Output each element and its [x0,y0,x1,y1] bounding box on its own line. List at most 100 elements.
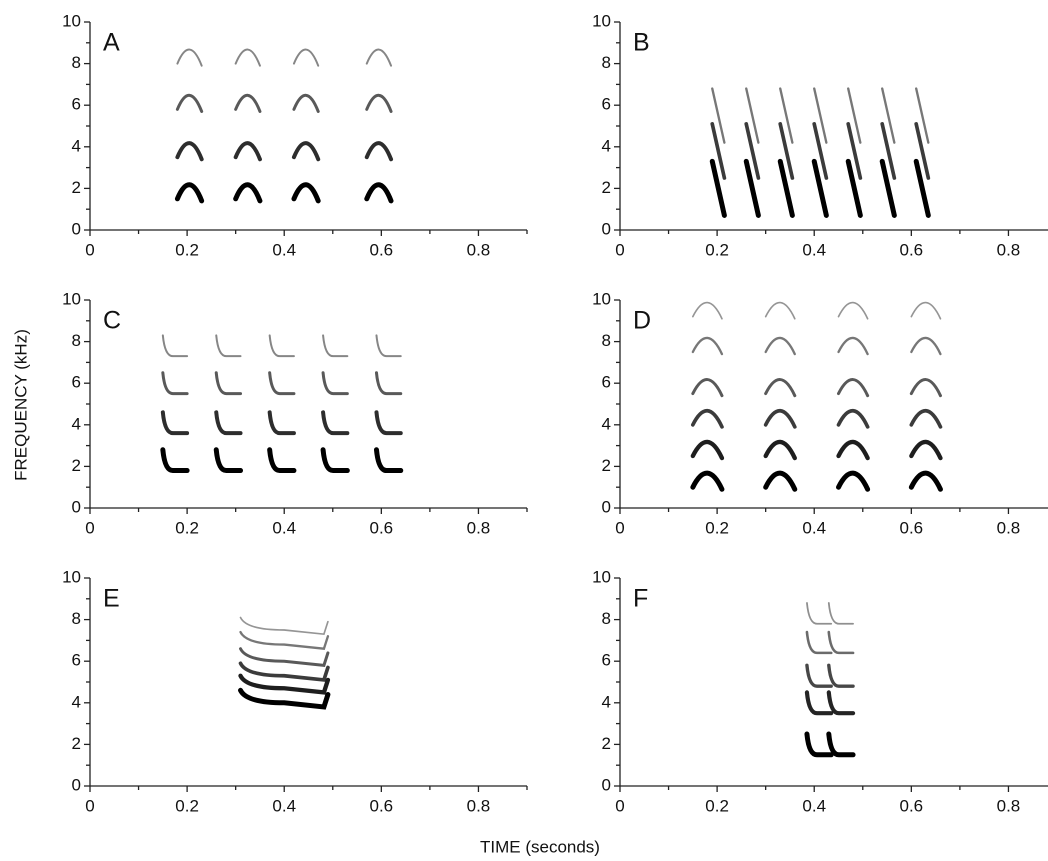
syllable-harmonic [364,182,394,204]
syllable-harmonic [879,158,897,218]
y-tick-label: 8 [602,609,611,628]
y-tick-label: 4 [602,136,611,155]
y-tick-label: 0 [72,219,81,238]
syllable-harmonic [268,334,295,358]
syllable-harmonic [175,141,204,162]
syllable-harmonic [915,87,930,144]
x-tick-label: 0.2 [175,796,199,815]
x-tick-label: 0.6 [370,240,394,259]
syllable-harmonic [268,371,296,396]
x-tick-label: 0 [615,796,624,815]
syllable-harmonic [239,647,330,667]
y-tick-label: 6 [72,651,81,670]
y-tick-label: 0 [72,497,81,516]
y-tick-label: 0 [72,775,81,794]
y-tick-label: 8 [72,331,81,350]
syllable-harmonic [910,301,942,320]
syllable-harmonic [161,371,189,396]
y-tick-label: 8 [602,53,611,72]
syllable-harmonic [845,158,863,218]
syllable-harmonic [214,371,243,396]
syllable-harmonic [778,122,795,180]
syllable-harmonic [910,336,942,356]
y-tick-label: 10 [592,567,611,586]
syllable-harmonic [914,122,931,180]
x-tick-label: 0.8 [997,240,1021,259]
y-tick-label: 8 [72,609,81,628]
y-axis-title: FREQUENCY (kHz) [11,329,30,481]
syllable-harmonic [909,408,943,429]
syllable-harmonic [806,602,833,625]
x-tick-label: 0 [615,518,624,537]
y-tick-label: 2 [72,178,81,197]
syllable-harmonic [909,378,942,398]
panel-label: F [633,585,648,613]
y-tick-label: 0 [602,497,611,516]
panel-label: E [103,585,120,613]
syllable-harmonic [827,602,854,625]
y-tick-label: 10 [62,11,81,30]
panel-label: C [103,307,121,335]
syllable-harmonic [690,470,725,492]
panel: 0 2 4 6 8 10 0 0.2 0.4 0.6 0.8 F [592,567,1048,815]
syllable-harmonic [909,439,943,461]
syllable-harmonic [238,687,331,710]
syllable-harmonic [710,122,727,180]
x-tick-label: 0.6 [900,796,924,815]
syllable-harmonic [804,690,834,716]
syllable-harmonic [847,87,862,144]
x-tick-label: 0 [85,796,94,815]
syllable-harmonic [365,48,393,67]
syllable-harmonic [238,661,330,682]
y-tick-label: 6 [72,95,81,114]
syllable-harmonic [267,447,297,474]
syllable-harmonic [744,122,761,180]
syllable-harmonic [763,470,798,492]
y-tick-label: 2 [602,734,611,753]
syllable-harmonic [160,410,190,436]
panel: 0 2 4 6 8 10 0 0.2 0.4 0.6 0.8 B [592,11,1048,259]
x-tick-label: 0 [85,518,94,537]
syllable-harmonic [239,616,329,636]
syllable-harmonic [836,408,870,429]
y-tick-label: 0 [602,219,611,238]
syllable-harmonic [375,334,402,358]
x-tick-label: 0.6 [370,518,394,537]
x-tick-label: 0.8 [467,518,491,537]
syllable-harmonic [174,182,205,204]
y-tick-label: 2 [602,456,611,475]
syllable-harmonic [321,410,350,436]
x-tick-label: 0 [85,240,94,259]
x-tick-label: 0.4 [802,240,826,259]
syllable-harmonic [690,408,724,429]
syllable-harmonic [743,158,761,218]
y-tick-label: 2 [72,734,81,753]
y-tick-label: 4 [602,692,611,711]
panel: 0 2 4 6 8 10 0 0.2 0.4 0.6 0.8 E [62,567,528,815]
syllable-harmonic [764,336,796,356]
syllable-harmonic [711,87,726,144]
y-tick-label: 10 [592,11,611,30]
y-tick-label: 6 [602,651,611,670]
syllable-harmonic [846,122,863,180]
y-tick-label: 8 [72,53,81,72]
syllable-harmonic [763,439,797,461]
syllable-harmonic [804,731,834,758]
syllable-harmonic [709,158,727,218]
syllable-harmonic [364,141,394,162]
x-tick-label: 0.8 [467,240,491,259]
syllable-harmonic [880,122,897,180]
panel-label: D [633,307,651,335]
syllable-harmonic [764,301,796,320]
syllable-harmonic [691,301,723,320]
y-tick-label: 6 [602,95,611,114]
syllable-harmonic [292,93,320,113]
syllable-harmonic [320,447,350,474]
syllable-harmonic [805,630,833,655]
y-tick-label: 6 [72,373,81,392]
syllable-harmonic [214,410,243,436]
syllable-harmonic [764,378,797,398]
syllable-harmonic [837,378,870,398]
y-tick-label: 4 [602,414,611,433]
